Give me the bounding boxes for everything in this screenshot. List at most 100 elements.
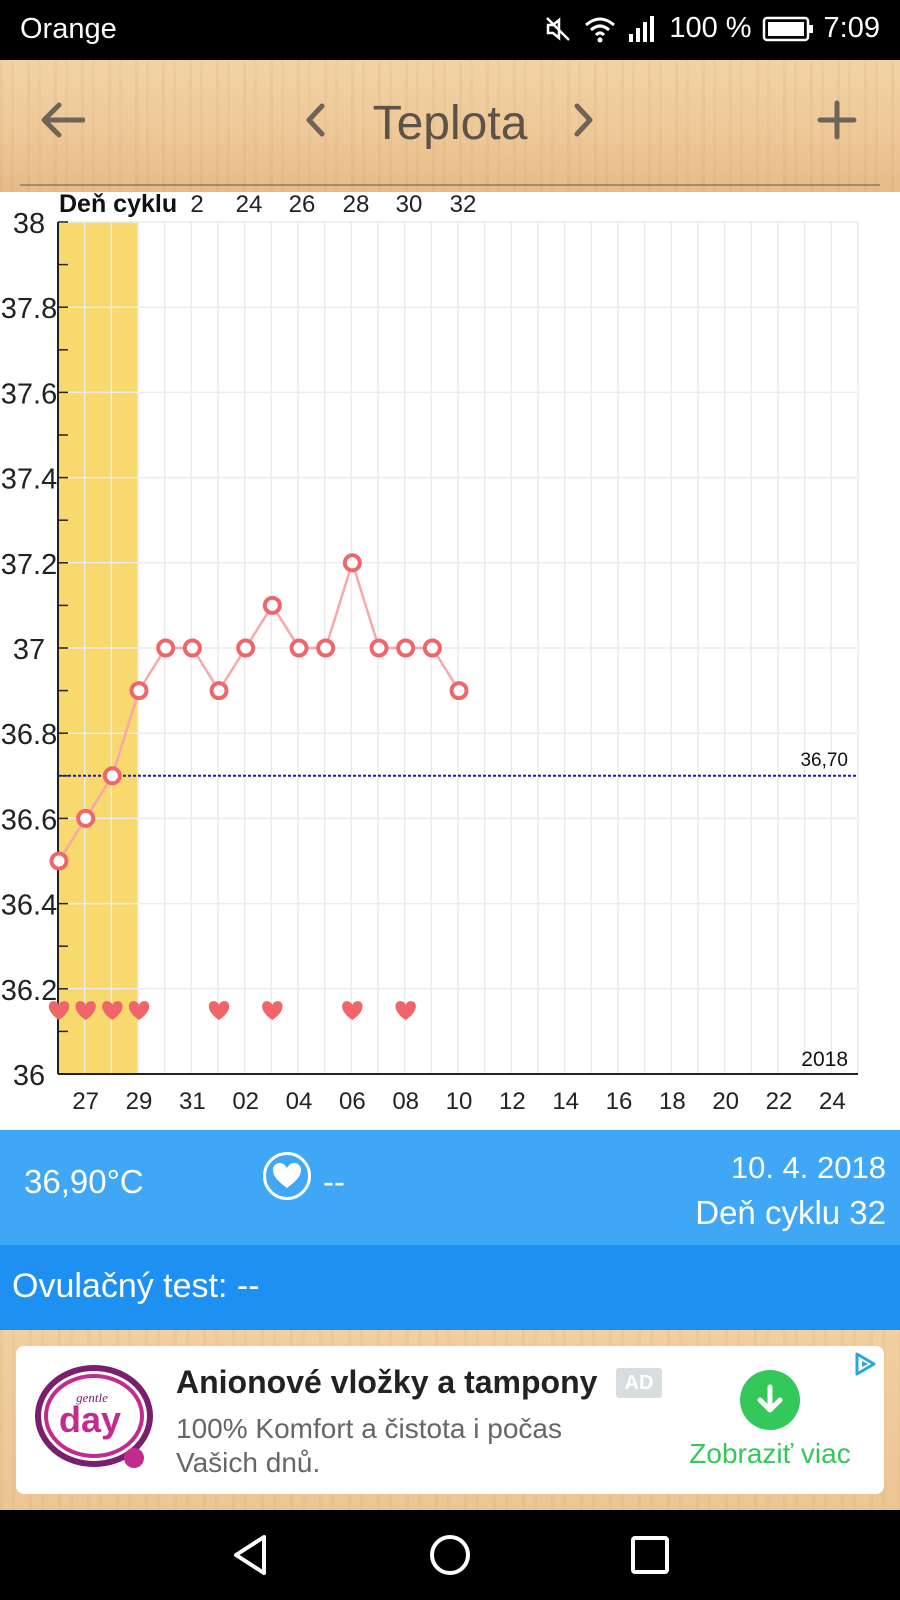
heart-marker: [262, 1001, 283, 1020]
selected-date: 10. 4. 2018: [730, 1150, 886, 1185]
top-tick-label: 24: [236, 192, 263, 218]
nav-back-button[interactable]: [220, 1525, 280, 1585]
plus-icon: [817, 100, 857, 140]
y-tick-label: 37.2: [1, 549, 57, 581]
add-button[interactable]: [807, 90, 867, 150]
ad-banner[interactable]: gentle day Anionové vložky a tampony AD …: [16, 1346, 884, 1494]
triangle-back-icon: [234, 1535, 266, 1575]
battery-level: 100 %: [669, 12, 752, 44]
temperature-point: [289, 638, 309, 658]
temperature-point: [369, 638, 389, 658]
x-tick-label: 06: [339, 1088, 366, 1115]
heart-icon: [263, 1152, 311, 1200]
top-tick-label: 26: [289, 192, 316, 218]
svg-text:gentle: gentle: [76, 1390, 108, 1405]
mute-icon: [543, 14, 573, 44]
temperature-point: [76, 808, 96, 828]
temperature-point: [182, 638, 202, 658]
carrier-name: Orange: [20, 13, 117, 45]
temperature-point: [156, 638, 176, 658]
temperature-chart[interactable]: 38 37.8 37.6 37.4 37.2 37 36.8 36.6 36.4 36.2 36 27…: [0, 190, 900, 1130]
x-tick-label: 10: [446, 1088, 473, 1115]
temperature-point: [449, 681, 469, 701]
battery-icon: [762, 15, 814, 43]
chart-svg[interactable]: 38 37.8 37.6 37.4 37.2 37 36.8 36.6 36.4 36.2 36 27…: [0, 190, 900, 1130]
x-tick-label: 27: [72, 1088, 99, 1115]
chevron-left-icon: [306, 103, 325, 137]
heart-marker: [48, 1001, 70, 1020]
x-tick-label: 18: [659, 1088, 686, 1115]
status-bar: Orange 100 % 7:09: [0, 0, 900, 60]
y-tick-label: 36.8: [1, 719, 57, 751]
heart-marker: [75, 1001, 96, 1020]
heart-marker: [128, 1001, 150, 1020]
top-tick-label: 28: [343, 192, 370, 218]
x-tick-label: 12: [499, 1088, 526, 1115]
temperature-point: [342, 553, 362, 573]
x-tick-label: 14: [552, 1088, 579, 1115]
ovulation-test-label: Ovulačný test: --: [12, 1267, 260, 1306]
heart-marker: [342, 1001, 363, 1020]
temperature-point: [396, 638, 416, 658]
top-tick-label: 32: [450, 192, 477, 218]
back-button[interactable]: [32, 90, 92, 150]
temperature-point: [129, 681, 149, 701]
download-icon: [740, 1370, 800, 1430]
page-title: Teplota: [372, 97, 528, 150]
ovulation-test-text: Ovulačný test:: [12, 1267, 228, 1305]
x-tick-label: 16: [606, 1088, 633, 1115]
square-recents-icon: [631, 1536, 669, 1574]
x-tick-label: 04: [286, 1088, 313, 1115]
y-tick-label: 37: [13, 634, 45, 666]
x-tick-label: 20: [712, 1088, 739, 1115]
heart-marker: [102, 1001, 123, 1020]
x-tick-label: 24: [819, 1088, 846, 1115]
brand-logo: gentle day: [34, 1364, 156, 1472]
wifi-icon: [583, 14, 617, 44]
ad-description: 100% Komfort a čistota i počas Vašich dn…: [176, 1413, 562, 1478]
temperature-point: [236, 638, 256, 658]
ad-area: gentle day Anionové vložky a tampony AD …: [0, 1330, 900, 1510]
navigation-bar: [0, 1510, 900, 1600]
y-tick-label: 36.4: [1, 890, 57, 922]
ad-title: Anionové vložky a tampony: [176, 1364, 598, 1400]
ovulation-test-row[interactable]: Ovulačný test: --: [0, 1245, 900, 1330]
nav-recents-button[interactable]: [620, 1525, 680, 1585]
temperature-point: [209, 681, 229, 701]
year-label: 2018: [801, 1048, 848, 1071]
baseline-label: 36,70: [800, 750, 848, 771]
nav-home-button[interactable]: [420, 1525, 480, 1585]
y-tick-label: 36.2: [1, 975, 57, 1007]
temperature-point: [262, 595, 282, 615]
signal-icon: [627, 14, 659, 44]
next-button[interactable]: [553, 90, 613, 150]
chevron-right-icon: [574, 103, 593, 137]
temperature-line: [57, 558, 461, 862]
y-tick-label: 36: [13, 1060, 45, 1092]
x-tick-label: 08: [392, 1088, 419, 1115]
back-arrow-icon: [41, 102, 85, 138]
heart-marker: [208, 1001, 230, 1020]
temperature-point: [49, 851, 69, 871]
x-tick-label: 22: [766, 1088, 793, 1115]
day-info-panel[interactable]: 36,90°C -- 10. 4. 2018 Deň cyklu 32: [0, 1130, 900, 1245]
x-tick-label: 02: [232, 1088, 259, 1115]
svg-text:day: day: [59, 1399, 121, 1440]
ad-cta-label: Zobraziť viac: [689, 1438, 851, 1469]
x-tick-label: 29: [126, 1088, 153, 1115]
y-tick-label: 37.4: [1, 464, 57, 496]
adchoices-icon[interactable]: [848, 1348, 882, 1380]
temperature-point: [316, 638, 336, 658]
y-tick-label: 37.6: [1, 378, 57, 410]
ad-badge: AD: [616, 1368, 662, 1398]
ovulation-test-value: --: [236, 1267, 260, 1305]
previous-button[interactable]: [286, 90, 346, 150]
temperature-point: [102, 766, 122, 786]
y-tick-label: 36.6: [1, 804, 57, 836]
temperature-value: 36,90°C: [24, 1163, 144, 1200]
circle-home-icon: [430, 1535, 470, 1575]
ad-cta-button[interactable]: Zobraziť viac: [680, 1370, 860, 1470]
temperature-point: [422, 638, 442, 658]
y-tick-label: 37.8: [1, 293, 57, 325]
toolbar-divider: [20, 184, 880, 186]
